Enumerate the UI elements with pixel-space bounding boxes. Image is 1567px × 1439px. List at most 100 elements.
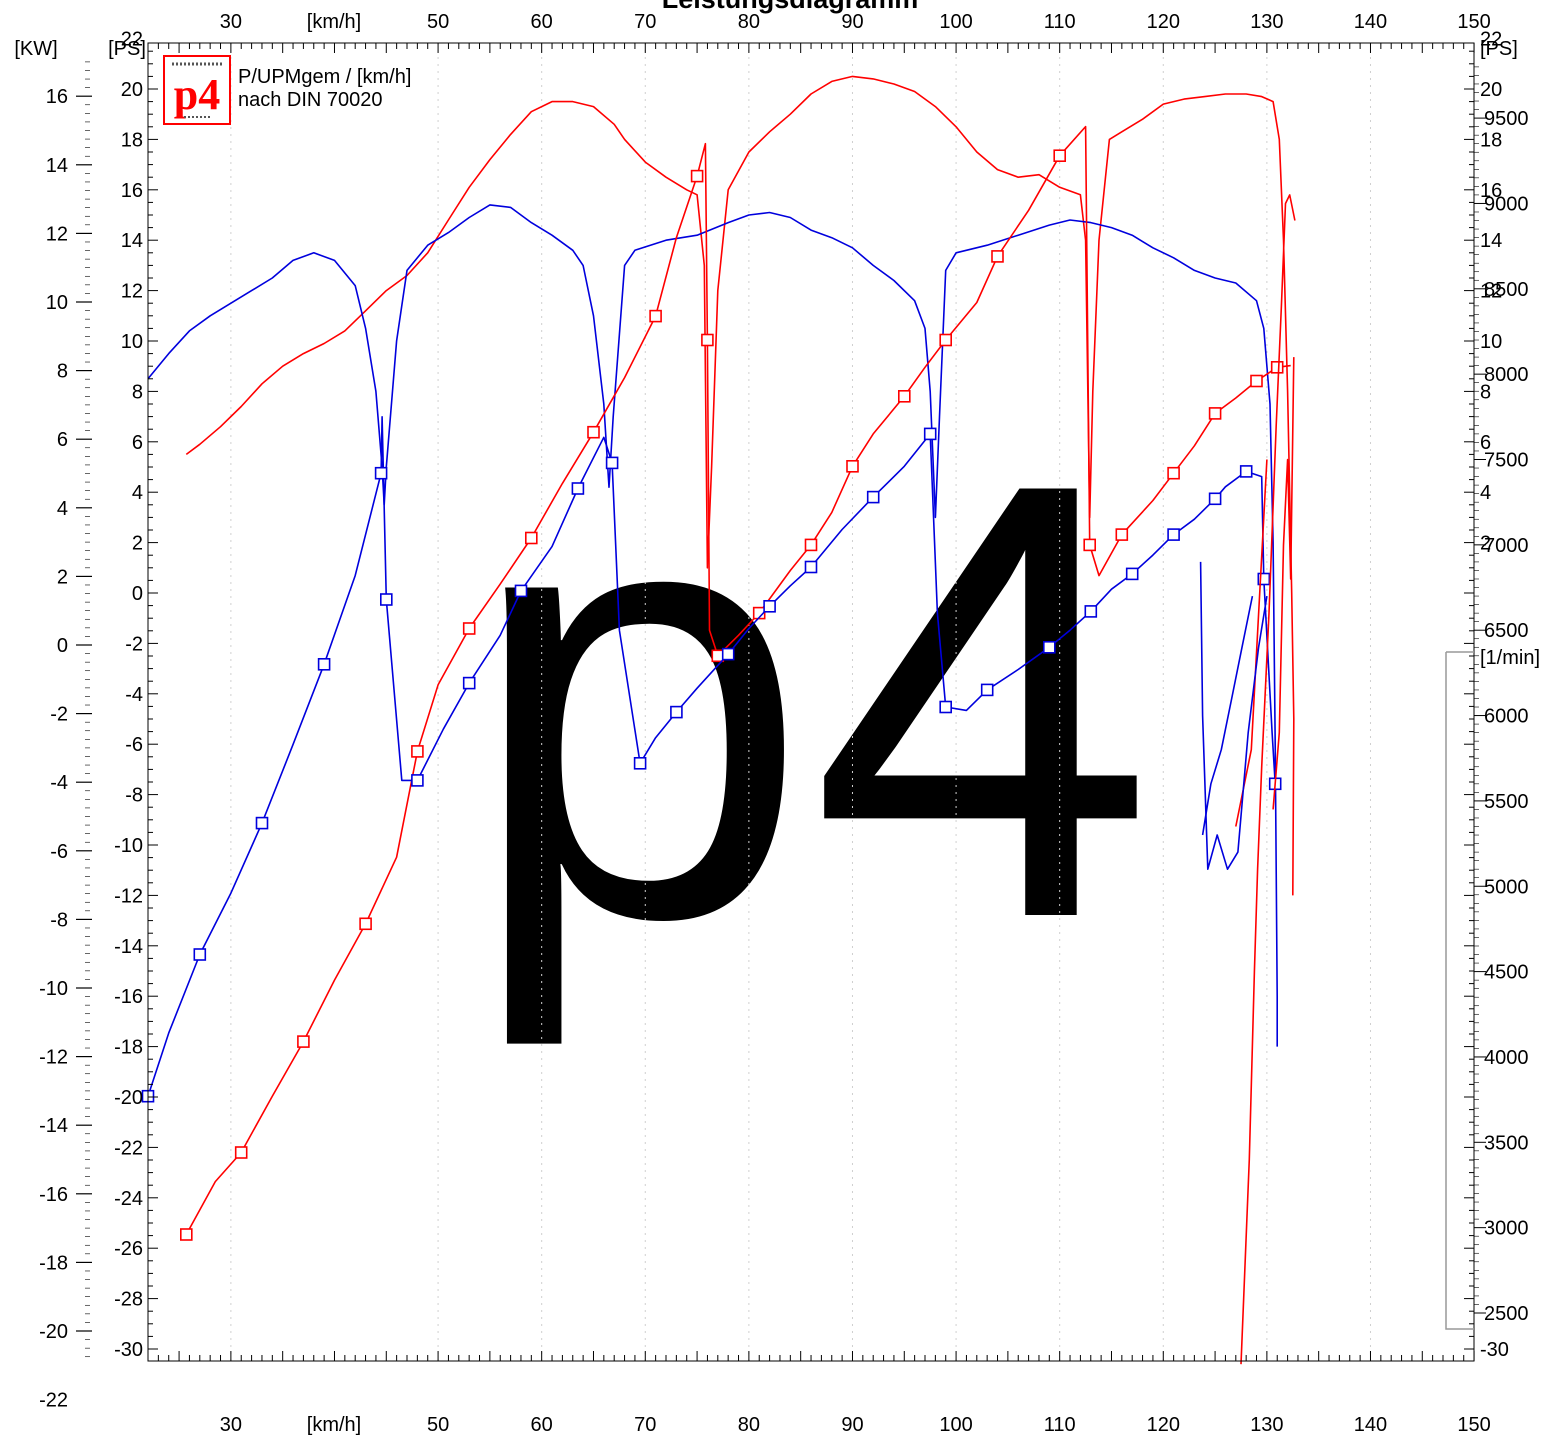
rpm-marker-blue (1043, 640, 1056, 654)
rpm-marker-blue (317, 657, 331, 671)
rpm-marker-blue (721, 647, 735, 661)
x-tick-label-bottom: 60 (531, 1414, 553, 1436)
x-tick-label-top: 140 (1354, 11, 1387, 33)
ps-tick-label-right: 12 (1480, 281, 1502, 303)
rpm-box-outline (1445, 651, 1474, 1330)
rpm-tick-label: 9000 (1484, 193, 1529, 215)
x-tick-label-top: 80 (738, 11, 760, 33)
kw-tick-label: -6 (50, 841, 68, 863)
rpm-line-red (185, 125, 1291, 1235)
rpm-marker-blue (1125, 567, 1139, 581)
rpm-marker-red (991, 250, 1004, 263)
ps-tick-label-left: 14 (121, 230, 143, 252)
rpm-marker-red (411, 745, 424, 758)
rpm-marker-blue (255, 816, 269, 830)
x-axis-unit-bottom: [km/h] (307, 1414, 361, 1436)
rpm-tick-label: 3000 (1484, 1218, 1529, 1240)
kw-tick-label: -10 (39, 978, 68, 1000)
rpm-marker-red (180, 1228, 193, 1241)
rpm-tick-label: 8500 (1484, 279, 1529, 301)
rpm-line-blue (147, 416, 1276, 1097)
rpm-marker-red (524, 531, 538, 545)
kw-tick-label: 0 (57, 635, 68, 657)
ps-tick-label-left: 2 (132, 533, 143, 555)
kw-tick-label: -18 (39, 1252, 68, 1274)
kw-tick-label: -12 (39, 1047, 68, 1069)
ps-tick-label-left: -22 (114, 1137, 143, 1159)
x-tick-label-top: 30 (220, 11, 242, 33)
ps-tick-label-right: 6 (1480, 432, 1491, 454)
rpm-marker-blue (605, 456, 619, 470)
x-tick-label-top: 70 (634, 11, 656, 33)
ps-tick-label-left: 10 (121, 331, 143, 353)
kw-tick-label: -16 (39, 1184, 68, 1206)
rpm-marker-red (939, 333, 953, 347)
logo-text: p4 (174, 70, 220, 119)
rpm-marker-blue (411, 774, 424, 787)
x-tick-label-top: 130 (1250, 11, 1283, 33)
ps-axis-unit-left: [PS] (108, 38, 146, 60)
x-tick-label-top: 120 (1147, 11, 1180, 33)
rpm-tick-label: 8000 (1484, 364, 1529, 386)
rpm-tick-label: 3500 (1484, 1132, 1529, 1154)
x-tick-label-top: 60 (531, 11, 553, 33)
x-tick-label-bottom: 110 (1044, 1414, 1076, 1436)
ps-tick-label-right: 2 (1480, 533, 1491, 555)
rpm-marker-red (690, 169, 704, 183)
ps-tick-label-left: -4 (125, 684, 143, 706)
x-tick-label-top: 90 (841, 11, 863, 33)
ps-tick-label-right: 18 (1480, 129, 1502, 151)
ps-tick-label-left: -20 (114, 1087, 143, 1109)
rpm-fragment-line (1240, 194, 1296, 1365)
rpm-tick-label: 9500 (1484, 108, 1529, 130)
kw-tick-label: -4 (50, 772, 68, 794)
ps-tick-label-left: -6 (125, 734, 143, 756)
kw-tick-label: -8 (50, 909, 68, 931)
x-tick-label-bottom: 120 (1147, 1414, 1180, 1436)
ps-tick-label-right: 14 (1480, 230, 1502, 252)
rpm-marker-red (1250, 374, 1263, 388)
x-tick-label-bottom: 80 (738, 1414, 760, 1436)
rpm-tick-label: 2500 (1484, 1303, 1529, 1325)
rpm-scale-box: 9500 9000 8500 8000 7500 7000 6500 6000 5500 5000… (1445, 66, 1529, 1330)
ps-tick-label-left: 22 (121, 29, 143, 51)
rpm-marker-red (897, 389, 911, 403)
ps-tick-label-left: 4 (132, 482, 143, 504)
rpm-marker-red (1270, 360, 1284, 374)
ps-tick-label-left: -18 (114, 1037, 143, 1059)
rpm-marker-red (1083, 538, 1096, 552)
logo: p4 (163, 55, 231, 125)
ps-tick-label-right: 16 (1480, 180, 1502, 202)
ps-tick-label-right: 22 (1480, 29, 1502, 51)
rpm-fragment-line (1201, 595, 1254, 836)
ps-tick-label-left: -30 (114, 1339, 143, 1361)
ps-tick-label-left: -26 (114, 1238, 143, 1260)
ps-tick-label-left: 0 (132, 583, 143, 605)
ps-tick-label-right: 20 (1480, 79, 1502, 101)
rpm-marker-red (711, 649, 725, 663)
x-tick-label-bottom: 140 (1354, 1414, 1387, 1436)
rpm-fragment-line (1272, 357, 1295, 810)
x-axis-unit-top: [km/h] (307, 11, 361, 33)
power-line-blue (147, 204, 1278, 1047)
kw-tick-label: 10 (46, 292, 68, 314)
ps-tick-label-left: -24 (114, 1188, 143, 1210)
rpm-marker-blue (1208, 492, 1222, 506)
rpm-marker-red (1208, 407, 1222, 420)
rpm-marker-blue (462, 676, 476, 690)
rpm-marker-blue (1167, 528, 1180, 541)
kw-tick-label: 2 (57, 566, 68, 588)
watermark: p4 (465, 355, 1155, 1051)
kw-tick-label: -20 (39, 1321, 68, 1343)
ps-tick-label-left: -12 (114, 885, 143, 907)
rpm-marker-blue (980, 683, 994, 697)
rpm-marker-blue (193, 948, 207, 961)
rpm-tick-label: 6000 (1484, 706, 1529, 728)
x-tick-label-bottom: 70 (634, 1414, 656, 1436)
rpm-marker-red (462, 622, 476, 635)
rpm-marker-red (234, 1146, 248, 1159)
kw-tick-label: 4 (57, 498, 68, 520)
rpm-marker-red (1115, 528, 1129, 541)
rpm-marker-blue (670, 705, 683, 719)
